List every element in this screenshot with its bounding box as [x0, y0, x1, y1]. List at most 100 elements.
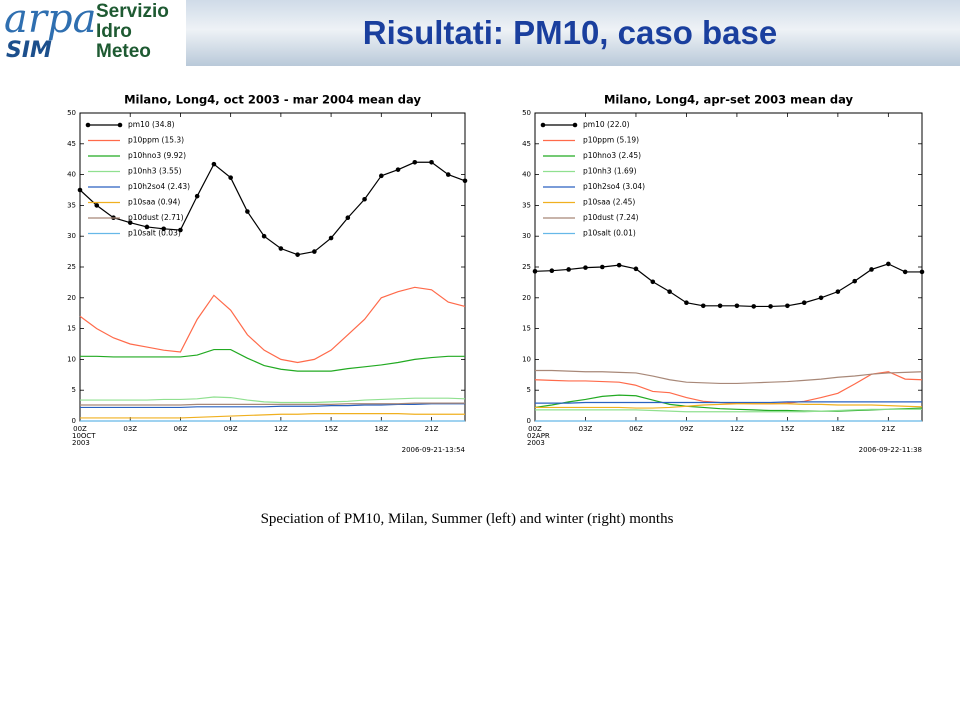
- legend-label: pm10 (22.0): [583, 120, 630, 129]
- series-marker: [886, 261, 891, 267]
- series-marker: [583, 265, 588, 270]
- series-marker: [734, 303, 740, 309]
- legend-label: p10hno3 (9.92): [128, 151, 186, 160]
- y-tick-label: 0: [72, 417, 76, 425]
- y-tick-label: 0: [527, 417, 531, 425]
- y-tick-label: 20: [67, 294, 76, 302]
- legend-marker: [572, 122, 578, 128]
- y-tick-label: 50: [522, 109, 531, 117]
- series-marker: [667, 289, 672, 294]
- series-marker: [835, 289, 841, 294]
- series-marker: [650, 279, 656, 285]
- series-marker: [751, 304, 757, 309]
- series-marker: [127, 220, 133, 225]
- logo-sub: SIM: [6, 38, 52, 63]
- series-marker: [94, 203, 100, 208]
- legend-label: p10h2so4 (2.43): [128, 182, 190, 191]
- series-line: [535, 408, 922, 413]
- timestamp: 2006-09-21-13:54: [402, 446, 466, 454]
- series-marker: [717, 303, 723, 309]
- legend-label: p10salt (0.03): [128, 229, 181, 238]
- legend-label: p10saa (2.45): [583, 198, 635, 207]
- y-tick-label: 35: [67, 201, 76, 209]
- series-line: [79, 286, 466, 364]
- series-marker: [211, 161, 217, 167]
- x-tick-label: 12Z: [274, 425, 288, 433]
- header: arpa SIM Servizio Idro Meteo Risultati: …: [0, 0, 960, 66]
- legend-marker: [540, 122, 546, 128]
- caption: Speciation of PM10, Milan, Summer (left)…: [260, 511, 674, 527]
- series-marker: [700, 303, 706, 309]
- x-tick-label: 09Z: [680, 425, 694, 433]
- y-tick-label: 5: [72, 386, 76, 394]
- x-tick-label: 21Z: [881, 425, 895, 433]
- series-marker: [532, 269, 538, 274]
- series-marker: [362, 196, 367, 202]
- series-line: [534, 371, 923, 405]
- y-tick-label: 30: [522, 232, 531, 240]
- legend-label: p10nh3 (3.55): [128, 167, 182, 176]
- legend-label: p10ppm (5.19): [583, 136, 639, 145]
- x-start-label: 2003: [527, 439, 545, 447]
- y-tick-label: 45: [522, 140, 531, 148]
- x-tick-label: 06Z: [629, 425, 643, 433]
- timestamp: 2006-09-22-11:38: [859, 446, 922, 454]
- legend-label: p10hno3 (2.45): [583, 151, 641, 160]
- org-line: Meteo: [96, 41, 151, 62]
- x-tick-label: 21Z: [425, 425, 439, 433]
- x-tick-label: 12Z: [730, 425, 744, 433]
- legend-label: pm10 (34.8): [128, 120, 175, 129]
- series-line: [80, 348, 465, 372]
- y-tick-label: 25: [67, 263, 76, 271]
- series-marker: [684, 300, 689, 306]
- series-marker: [549, 268, 555, 273]
- x-tick-label: 09Z: [224, 425, 238, 433]
- series-line: [80, 413, 465, 419]
- legend-label: p10nh3 (1.69): [583, 167, 637, 176]
- charts: Milano, Long4, oct 2003 - mar 2004 mean …: [67, 93, 925, 454]
- y-tick-label: 45: [67, 140, 76, 148]
- series-marker: [261, 233, 267, 239]
- legend-label: p10h2so4 (3.04): [583, 182, 645, 191]
- series-marker: [616, 262, 622, 268]
- series-marker: [178, 227, 183, 233]
- x-tick-label: 06Z: [174, 425, 188, 433]
- series-marker: [902, 269, 908, 275]
- org-line: Idro: [96, 21, 132, 42]
- y-tick-label: 40: [67, 171, 76, 179]
- chart-title: Milano, Long4, apr-set 2003 mean day: [604, 93, 854, 107]
- x-tick-label: 15Z: [324, 425, 338, 433]
- org-name: Servizio Idro Meteo: [96, 2, 169, 62]
- y-tick-label: 10: [522, 355, 531, 363]
- series-marker: [869, 267, 874, 272]
- series-marker: [328, 235, 334, 241]
- series-marker: [77, 187, 83, 193]
- legend-label: p10dust (7.24): [583, 213, 639, 222]
- series-line: [534, 394, 923, 412]
- series-marker: [245, 209, 250, 214]
- series-marker: [412, 159, 418, 165]
- x-start-label: 02APR: [527, 432, 550, 440]
- series-marker: [295, 252, 300, 257]
- series-marker: [445, 172, 451, 177]
- series-marker: [144, 224, 150, 230]
- y-tick-label: 30: [67, 232, 76, 240]
- series-marker: [801, 300, 807, 306]
- y-tick-label: 50: [67, 109, 76, 117]
- slide-title: Risultati: PM10, caso base: [362, 14, 778, 51]
- series-marker: [462, 178, 468, 184]
- series-marker: [566, 267, 571, 272]
- series-line: [534, 263, 922, 308]
- legend-marker: [117, 122, 123, 128]
- legend-label: p10dust (2.71): [128, 213, 184, 222]
- y-tick-label: 15: [67, 325, 76, 333]
- y-tick-label: 15: [522, 325, 531, 333]
- series-line: [535, 369, 923, 385]
- series-marker: [395, 167, 401, 172]
- y-tick-label: 40: [522, 171, 531, 179]
- series-marker: [194, 193, 200, 199]
- series-marker: [429, 159, 434, 165]
- legend-label: p10ppm (15.3): [128, 136, 184, 145]
- x-tick-label: 18Z: [831, 425, 845, 433]
